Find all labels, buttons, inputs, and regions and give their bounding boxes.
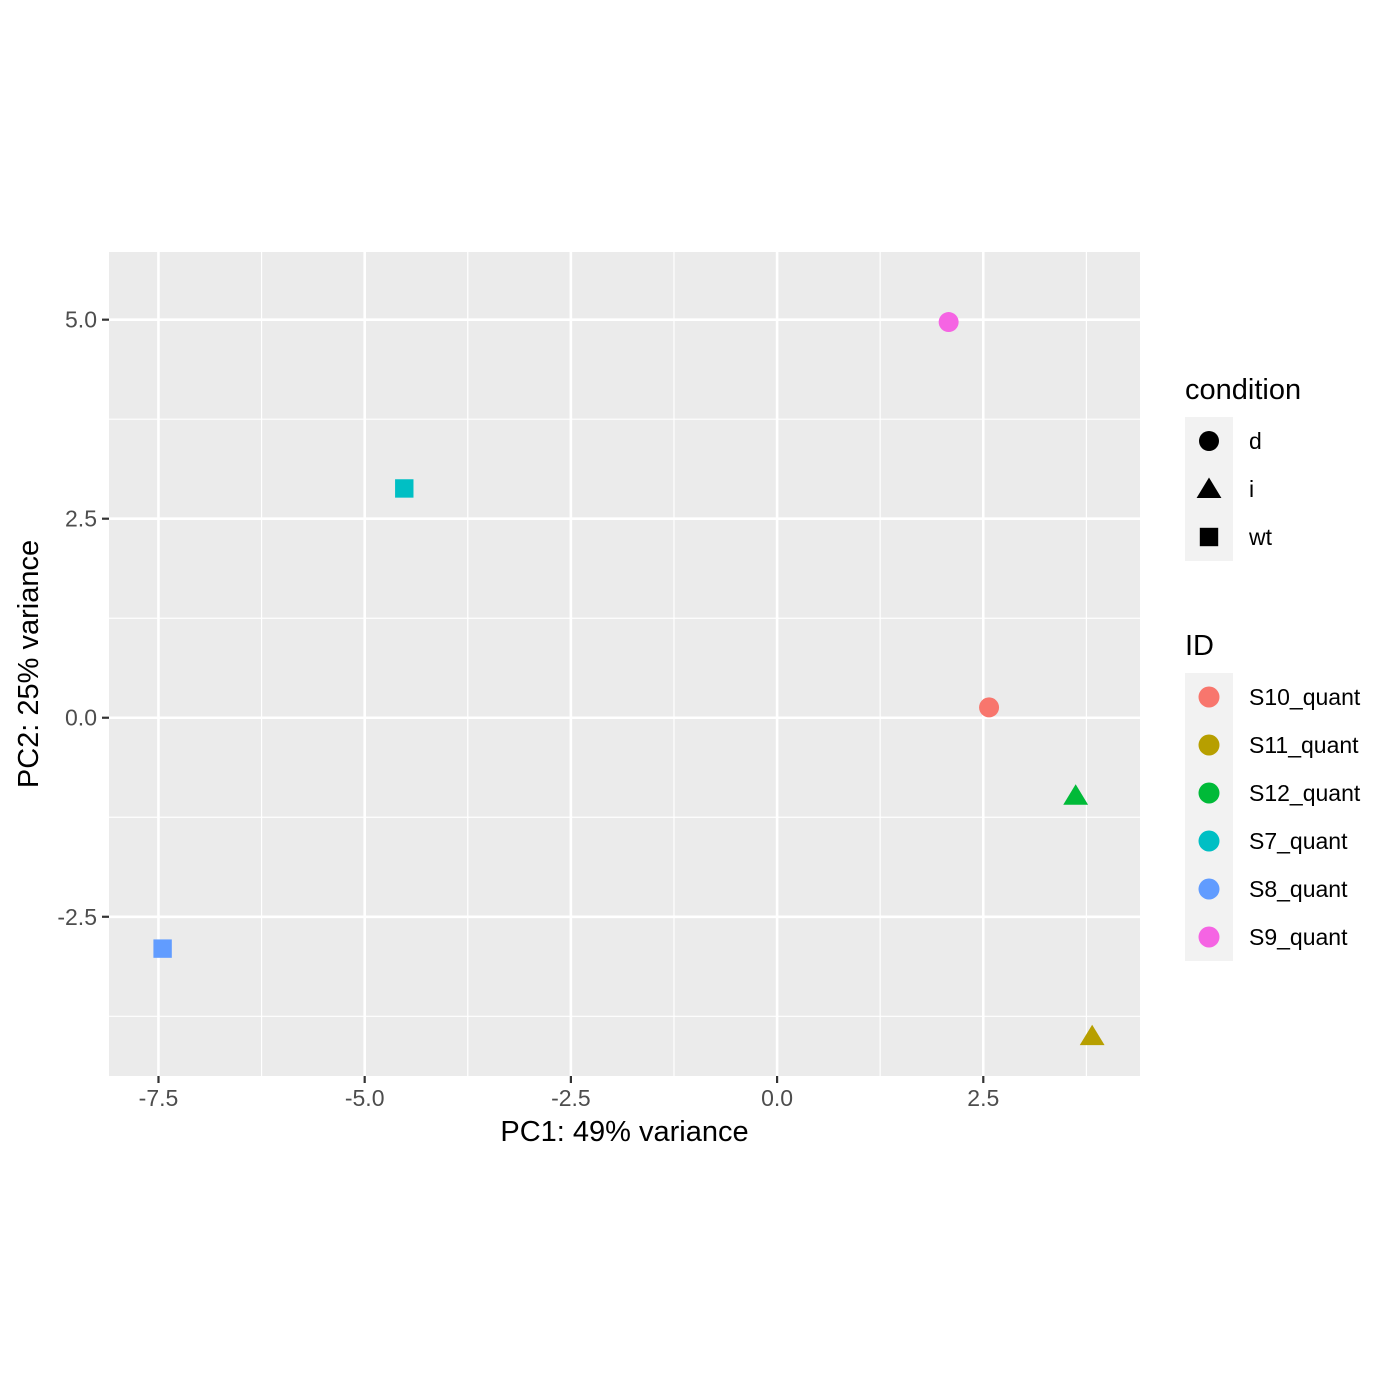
legend-label-S8_quant: S8_quant [1249, 876, 1348, 902]
minor-gridlines [109, 252, 1140, 1076]
legend-label-S9_quant: S9_quant [1249, 924, 1348, 950]
legend-key-i [1196, 477, 1222, 498]
legends: condition di wt ID S10_quant S11_quant S12_qua… [1185, 374, 1361, 961]
major-gridlines [109, 252, 1140, 1076]
legend-label-i: i [1249, 476, 1254, 502]
legend-label-wt: wt [1248, 524, 1273, 550]
x-tick-label: -7.5 [139, 1085, 179, 1111]
x-axis: -7.5 -5.0 -2.5 0.0 2.5 [139, 1076, 999, 1111]
x-tick-label: -2.5 [551, 1085, 591, 1111]
legend-key-S7_quant [1198, 830, 1220, 852]
legend-label-S10_quant: S10_quant [1249, 684, 1361, 710]
legend-key-S11_quant [1198, 734, 1220, 756]
data-point-S7_quant [395, 479, 414, 498]
legend-key-background [1185, 673, 1233, 961]
x-tick-label: -5.0 [345, 1085, 385, 1111]
plot-panel [109, 252, 1140, 1076]
y-tick-label: 0.0 [65, 705, 97, 731]
legend-label-S7_quant: S7_quant [1249, 828, 1348, 854]
y-tick-label: -2.5 [57, 904, 97, 930]
x-tick-label: 0.0 [761, 1085, 793, 1111]
legend-key-S10_quant [1198, 686, 1220, 708]
legend-key-S8_quant [1198, 878, 1220, 900]
data-point-S8_quant [153, 939, 172, 958]
legend-key-S12_quant [1198, 782, 1220, 804]
data-point-S9_quant [938, 312, 959, 333]
data-point-S12_quant [1063, 784, 1089, 805]
x-axis-title: PC1: 49% variance [500, 1116, 748, 1148]
legend-key-S9_quant [1198, 926, 1220, 948]
legend-key-d [1199, 431, 1219, 451]
y-axis-title: PC2: 25% variance [13, 540, 45, 788]
y-axis: -2.5 0.0 2.5 5.0 [57, 307, 109, 930]
legend-label-S11_quant: S11_quant [1249, 732, 1359, 758]
data-point-S10_quant [979, 697, 1000, 718]
data-point-S11_quant [1079, 1024, 1105, 1046]
legend-title-ID: ID [1185, 630, 1214, 662]
data-points [153, 312, 1105, 1046]
legend-label-d: d [1249, 428, 1262, 454]
x-tick-label: 2.5 [967, 1085, 999, 1111]
y-tick-label: 2.5 [65, 506, 97, 532]
y-tick-label: 5.0 [65, 307, 97, 333]
legend-label-S12_quant: S12_quant [1249, 780, 1361, 806]
legend-key-wt [1199, 527, 1219, 547]
legend-title-condition: condition [1185, 374, 1301, 406]
